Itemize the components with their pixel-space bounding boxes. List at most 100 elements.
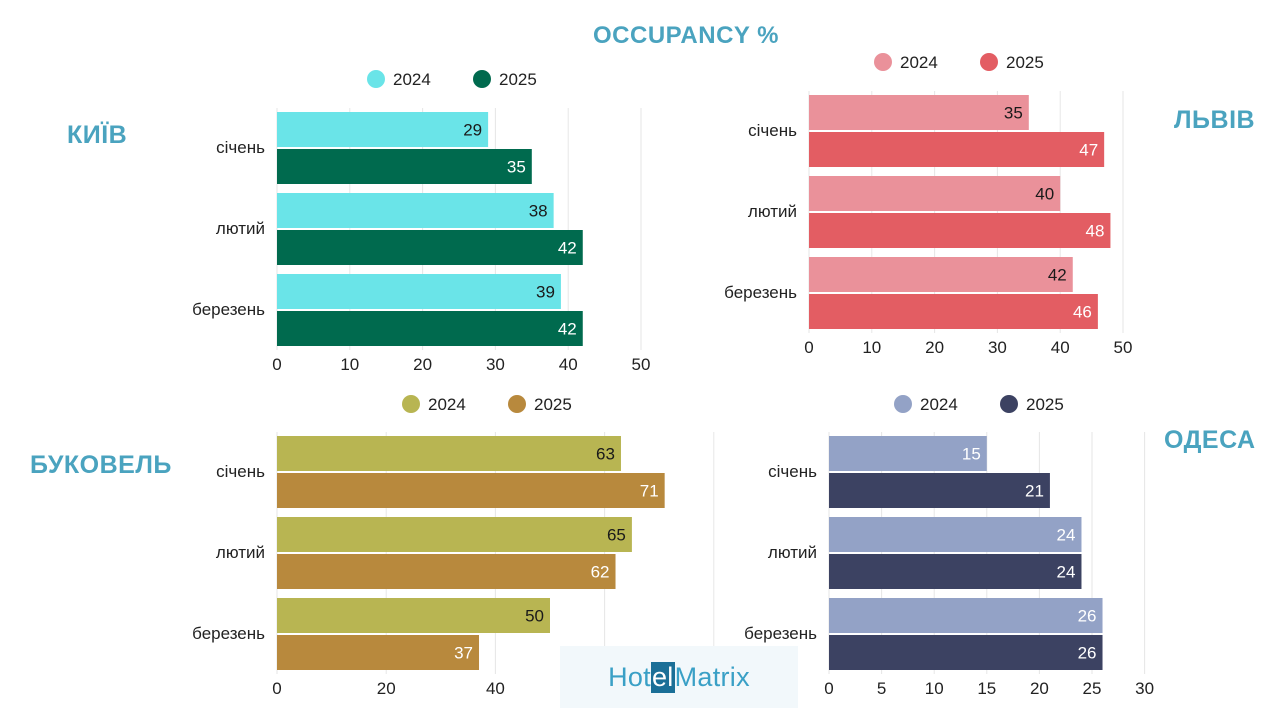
bar: [277, 635, 480, 670]
bar: [809, 213, 1111, 248]
bar-value-label: 38: [529, 202, 548, 221]
category-label: січень: [768, 462, 817, 481]
bar: [829, 473, 1050, 508]
x-tick-label: 20: [377, 679, 396, 698]
legend-marker: [1000, 395, 1018, 413]
x-tick-label: 25: [1083, 679, 1102, 698]
x-tick-label: 5: [877, 679, 886, 698]
legend-label: 2025: [534, 395, 572, 414]
x-tick-label: 15: [977, 679, 996, 698]
bar-value-label: 37: [454, 644, 473, 663]
legend-marker: [402, 395, 420, 413]
bar: [809, 257, 1073, 292]
bar: [277, 193, 554, 228]
category-label: лютий: [768, 543, 817, 562]
x-tick-label: 0: [272, 679, 281, 698]
bar-value-label: 40: [1035, 185, 1054, 204]
bar-value-label: 63: [596, 445, 615, 464]
x-tick-label: 20: [1030, 679, 1049, 698]
bar-value-label: 35: [1004, 104, 1023, 123]
city-label-odesa: ОДЕСА: [1164, 426, 1256, 454]
bar: [277, 436, 621, 471]
logo-text-matrix: el: [650, 661, 675, 693]
category-label: лютий: [216, 219, 265, 238]
x-tick-label: 30: [486, 355, 505, 374]
bar: [277, 274, 561, 309]
x-tick-label: 10: [925, 679, 944, 698]
bar-value-label: 48: [1086, 222, 1105, 241]
bar-value-label: 42: [1048, 266, 1067, 285]
bar-value-label: 26: [1078, 644, 1097, 663]
bar: [277, 517, 632, 552]
legend-label: 2024: [920, 395, 958, 414]
legend-marker: [367, 70, 385, 88]
logo-text-hotel: Hot: [608, 661, 651, 692]
legend-marker: [473, 70, 491, 88]
category-label: лютий: [216, 543, 265, 562]
x-tick-label: 0: [804, 338, 813, 357]
x-tick-label: 0: [824, 679, 833, 698]
bar-value-label: 35: [507, 158, 526, 177]
bar-value-label: 62: [591, 563, 610, 582]
legend-marker: [894, 395, 912, 413]
bar-value-label: 24: [1057, 526, 1076, 545]
page-title: OCCUPANCY %: [593, 22, 779, 49]
city-label-bukovel: БУКОВЕЛЬ: [30, 451, 172, 479]
legend-label: 2025: [1006, 53, 1044, 72]
category-label: січень: [216, 462, 265, 481]
x-tick-label: 20: [925, 338, 944, 357]
bar: [809, 176, 1061, 211]
category-label: березень: [744, 624, 817, 643]
bar: [277, 311, 583, 346]
bar-value-label: 24: [1057, 563, 1076, 582]
bar: [277, 598, 550, 633]
bar: [829, 598, 1103, 633]
legend-label: 2025: [1026, 395, 1064, 414]
category-label: січень: [748, 121, 797, 140]
bar: [809, 95, 1029, 130]
bar-value-label: 42: [558, 239, 577, 258]
bar: [809, 132, 1105, 167]
bar: [277, 149, 532, 184]
x-tick-label: 50: [1114, 338, 1133, 357]
x-tick-label: 30: [1135, 679, 1154, 698]
legend-label: 2025: [499, 70, 537, 89]
category-label: березень: [724, 283, 797, 302]
legend-label: 2024: [393, 70, 431, 89]
legend-marker: [508, 395, 526, 413]
city-label-kyiv: КИЇВ: [67, 121, 128, 149]
legend-marker: [980, 53, 998, 71]
x-tick-label: 10: [340, 355, 359, 374]
bar-value-label: 50: [525, 607, 544, 626]
bar-value-label: 15: [962, 445, 981, 464]
bar-value-label: 65: [607, 526, 626, 545]
bar-value-label: 26: [1078, 607, 1097, 626]
x-tick-label: 50: [632, 355, 651, 374]
bar: [277, 554, 616, 589]
category-label: лютий: [748, 202, 797, 221]
bar-value-label: 29: [463, 121, 482, 140]
x-tick-label: 40: [486, 679, 505, 698]
city-label-lviv: ЛЬВІВ: [1174, 106, 1256, 134]
x-tick-label: 0: [272, 355, 281, 374]
bar: [829, 635, 1103, 670]
x-tick-label: 40: [559, 355, 578, 374]
bar-value-label: 42: [558, 320, 577, 339]
category-label: січень: [216, 138, 265, 157]
legend-marker: [874, 53, 892, 71]
category-label: березень: [192, 624, 265, 643]
bar-value-label: 47: [1079, 141, 1098, 160]
x-tick-label: 20: [413, 355, 432, 374]
bar-value-label: 21: [1025, 482, 1044, 501]
bar: [809, 294, 1098, 329]
bar-value-label: 39: [536, 283, 555, 302]
legend-label: 2024: [428, 395, 466, 414]
x-tick-label: 30: [988, 338, 1007, 357]
x-tick-label: 40: [1051, 338, 1070, 357]
bar: [277, 230, 583, 265]
bar: [829, 436, 987, 471]
category-label: березень: [192, 300, 265, 319]
bar: [277, 473, 665, 508]
bar: [277, 112, 489, 147]
